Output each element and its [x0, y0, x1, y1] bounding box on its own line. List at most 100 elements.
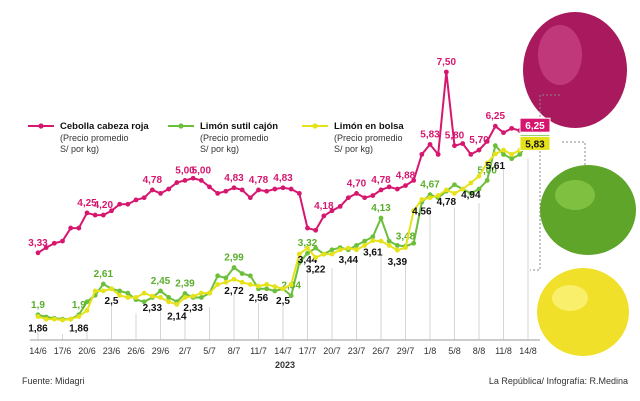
data-point [296, 190, 302, 196]
data-point [256, 187, 261, 193]
legend-swatch [178, 123, 184, 129]
x-tick-label: 1/8 [424, 346, 437, 356]
data-point [51, 240, 57, 246]
data-point [149, 187, 155, 193]
data-point [215, 190, 221, 196]
data-point [501, 147, 506, 153]
value-box [519, 135, 551, 151]
data-point [403, 245, 408, 250]
data-point [296, 251, 302, 257]
data-point [158, 295, 163, 300]
data-point [362, 195, 368, 201]
data-point [198, 177, 204, 183]
value-label: 4,20 [94, 200, 114, 211]
data-point [403, 183, 408, 188]
x-tick-label: 26/7 [372, 346, 390, 356]
x-axis-label: 2023 [275, 360, 295, 370]
data-point [166, 186, 172, 192]
data-point [378, 187, 384, 193]
data-point [231, 185, 237, 191]
data-point [198, 290, 204, 296]
data-point [215, 282, 221, 287]
data-point [158, 288, 163, 294]
value-label: 1,9 [31, 300, 45, 311]
data-point [476, 147, 482, 153]
x-tick-label: 2/7 [179, 346, 192, 356]
value-label: 6,25 [525, 121, 545, 132]
value-label: 3,44 [339, 255, 359, 266]
data-point [354, 243, 359, 248]
data-point [305, 250, 310, 256]
data-point [411, 240, 417, 246]
data-point [158, 190, 163, 196]
legend-note: (Precio promedio [200, 133, 269, 143]
data-point [337, 247, 343, 253]
data-point [174, 180, 180, 185]
x-tick-label: 14/6 [29, 346, 47, 356]
data-point [378, 238, 384, 244]
data-point [92, 212, 98, 218]
value-label: 4,83 [224, 173, 244, 184]
data-point [92, 288, 98, 294]
data-point [125, 201, 131, 207]
data-point [166, 295, 172, 300]
x-tick-label: 14/7 [274, 346, 292, 356]
data-point [280, 185, 286, 191]
x-tick-label: 23/7 [348, 346, 366, 356]
value-label: 4,25 [77, 198, 97, 209]
data-point [354, 247, 359, 253]
data-point [190, 175, 196, 181]
data-point [231, 265, 237, 270]
value-label: 4,56 [412, 206, 432, 217]
value-label: 4,18 [314, 201, 334, 212]
data-point [109, 286, 114, 292]
data-point [509, 125, 515, 131]
data-point [492, 123, 498, 129]
data-point [264, 188, 270, 194]
data-point [517, 151, 523, 157]
value-label: 2,99 [224, 253, 244, 264]
data-point [288, 282, 294, 287]
data-point [190, 293, 196, 299]
data-point [100, 288, 106, 294]
value-label: 1,86 [28, 324, 48, 335]
data-point [166, 299, 172, 305]
value-label: 4,78 [249, 175, 269, 186]
source: Fuente: Midagri [22, 376, 85, 386]
x-tick-label: 20/7 [323, 346, 341, 356]
data-point [411, 177, 417, 183]
data-point [174, 301, 180, 307]
credit: La República/ Infografía: R.Medina [489, 376, 628, 386]
data-point [321, 251, 327, 257]
value-label: 3,39 [388, 257, 408, 268]
connector [530, 94, 560, 271]
value-label: 5,00 [175, 165, 195, 176]
data-point [60, 317, 65, 323]
data-point [501, 130, 506, 136]
data-point [76, 225, 82, 231]
data-point [435, 193, 441, 198]
data-point [378, 215, 384, 221]
data-point [329, 208, 335, 214]
data-point [509, 156, 515, 162]
data-point [264, 286, 270, 292]
value-label: 5,61 [486, 161, 506, 172]
data-point [337, 204, 343, 209]
value-box [519, 117, 551, 133]
x-tick-label: 14/8 [519, 346, 537, 356]
data-point [452, 190, 457, 196]
value-label: 2,45 [151, 276, 171, 287]
value-label: 4,83 [273, 173, 293, 184]
legend-note: (Precio promedio [334, 133, 403, 143]
data-point [51, 316, 57, 322]
data-point [362, 238, 368, 244]
lemon-image [537, 268, 629, 356]
data-point [476, 173, 482, 179]
data-point [223, 275, 229, 281]
value-label: 2,39 [175, 279, 195, 290]
data-point [313, 227, 319, 233]
value-label: 2,61 [94, 269, 114, 280]
value-label: 4,13 [371, 203, 391, 214]
data-point [182, 295, 188, 300]
value-label: 3,48 [396, 231, 416, 242]
